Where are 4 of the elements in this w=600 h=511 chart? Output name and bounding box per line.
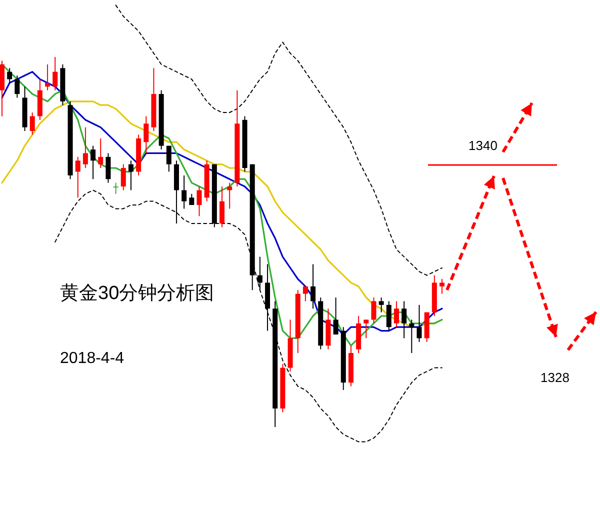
- annotation: 1328: [540, 370, 570, 385]
- title: 黄金30分钟分析图: [60, 283, 214, 304]
- subtitle: 2018-4-4: [60, 350, 124, 367]
- annotation: 1340: [468, 138, 498, 153]
